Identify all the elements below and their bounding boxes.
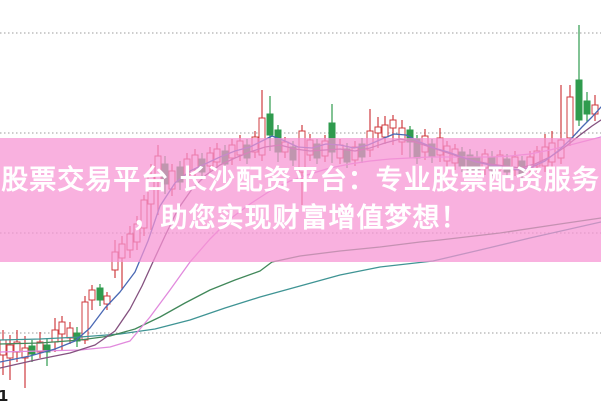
candle-up	[374, 126, 382, 134]
candle-up	[81, 301, 89, 341]
candle-down	[583, 100, 591, 115]
candle-up	[88, 289, 96, 301]
candle-down	[96, 287, 104, 301]
candle-up	[381, 124, 389, 138]
candle-up	[51, 329, 59, 343]
corner-label: 1	[0, 387, 9, 401]
candle-up	[66, 327, 74, 339]
candle-down	[575, 79, 583, 121]
promo-text-line2: ，助您实现财富增值梦想！	[132, 203, 469, 234]
candle-up	[0, 339, 7, 356]
candle-down	[266, 113, 274, 136]
promo-text-line1: 股票交易平台 长沙配资平台：专业股票配资服务	[1, 165, 600, 196]
candle-up	[389, 119, 397, 129]
candle-up	[21, 347, 29, 359]
candle-down	[28, 345, 36, 355]
candle-up	[58, 321, 66, 335]
promo-banner: 股票交易平台 长沙配资平台：专业股票配资服务 ，助您实现财富增值梦想！	[0, 138, 601, 262]
candle-up	[566, 96, 574, 139]
candle-up	[591, 104, 599, 115]
candle-up	[103, 295, 111, 305]
candle-up	[36, 341, 44, 353]
candle-down	[43, 344, 51, 353]
